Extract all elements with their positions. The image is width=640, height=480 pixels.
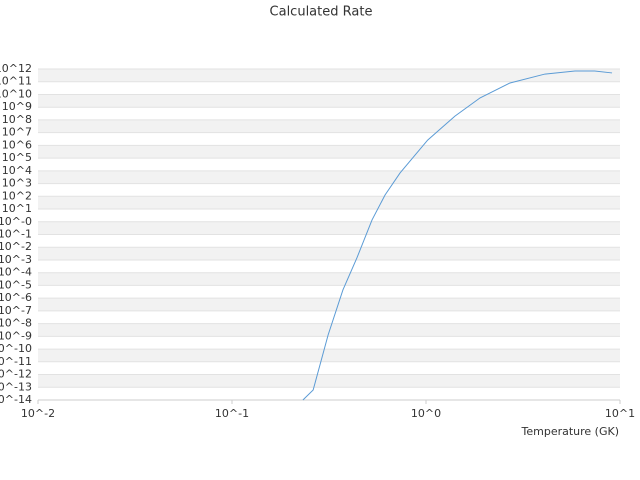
y-tick-label: 10^-0 [0, 215, 32, 228]
y-tick-label: 10^-5 [0, 278, 32, 291]
band [38, 221, 620, 235]
y-tick-label: 10^-13 [0, 380, 32, 393]
band [38, 170, 620, 184]
chart-title: Calculated Rate [270, 5, 373, 20]
band [38, 247, 620, 260]
x-tick-label: 10^0 [411, 407, 441, 420]
x-tick-label: 10^-1 [215, 407, 249, 420]
band [38, 145, 620, 159]
band [38, 272, 620, 286]
y-tick-label: 10^1 [2, 202, 32, 215]
y-tick-label: 10^-12 [0, 368, 32, 381]
y-tick-label: 10^-3 [0, 253, 32, 266]
y-tick-label: 10^5 [2, 151, 32, 164]
y-tick-label: 10^-1 [0, 228, 32, 241]
band [38, 196, 620, 210]
y-tick-label: 10^2 [2, 189, 32, 202]
y-tick-label: 10^7 [2, 126, 32, 139]
y-tick-label: 10^-8 [0, 317, 32, 330]
y-tick-label: 10^-2 [0, 240, 32, 253]
y-tick-label: 10^-14 [0, 393, 32, 406]
x-tick-label: 10^-2 [21, 407, 55, 420]
y-tick-label: 10^-4 [0, 266, 32, 279]
band [38, 323, 620, 337]
band [38, 119, 620, 133]
band [38, 94, 620, 108]
x-axis-label: Temperature (GK) [521, 425, 620, 438]
y-tick-label: 10^6 [2, 138, 32, 151]
band [38, 298, 620, 311]
band [38, 69, 620, 82]
data-line [302, 70, 613, 401]
y-tick-label: 10^9 [2, 100, 32, 113]
y-tick-label: 10^-9 [0, 329, 32, 342]
y-tick-label: 10^12 [0, 62, 32, 75]
y-tick-label: 10^-10 [0, 342, 32, 355]
y-tick-label: 10^8 [2, 113, 32, 126]
band [38, 374, 620, 388]
y-tick-label: 10^-6 [0, 291, 32, 304]
band [38, 349, 620, 362]
y-tick-label: 10^3 [2, 177, 32, 190]
bands [38, 69, 620, 388]
y-tick-label: 10^-7 [0, 304, 32, 317]
x-tick-label: 10^1 [605, 407, 635, 420]
y-tick-label: 10^-11 [0, 355, 32, 368]
y-tick-label: 10^10 [0, 87, 32, 100]
y-tick-label: 10^11 [0, 75, 32, 88]
y-tick-label: 10^4 [2, 164, 32, 177]
